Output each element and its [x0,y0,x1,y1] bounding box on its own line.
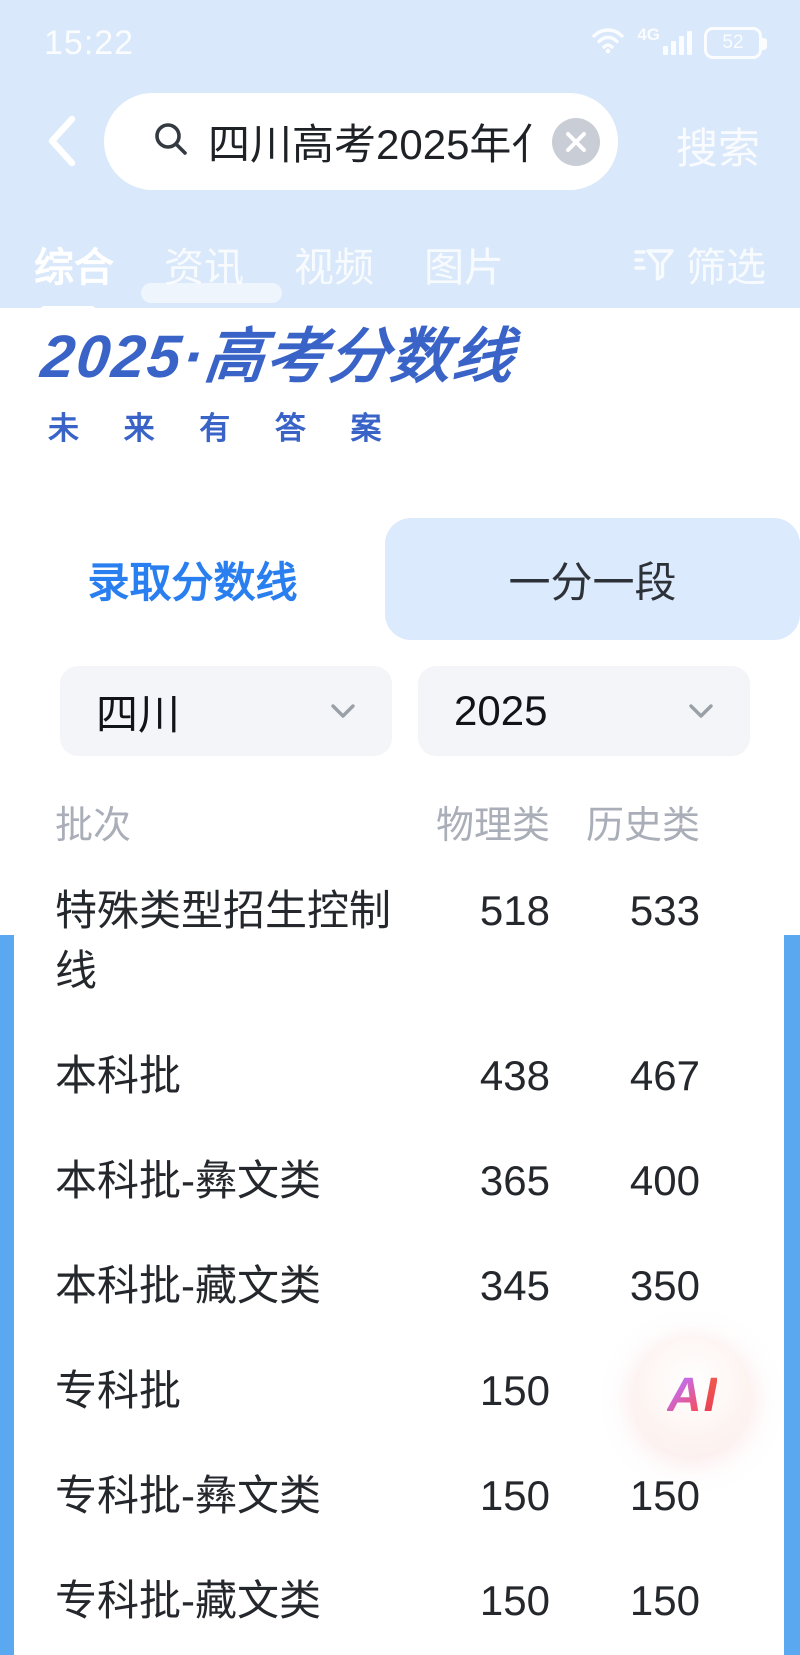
wifi-icon [591,26,625,59]
table-row: 专科批-藏文类 150 150 [0,1571,800,1631]
result-tab-图片[interactable]: 图片 [424,235,504,293]
score-tabs: 录取分数线 一分一段 [0,518,800,640]
cell-history-score: 400 [629,1157,700,1204]
header-batch: 批次 [55,805,132,847]
chevron-left-icon [48,115,76,167]
cell-physics-score: 438 [479,1052,550,1099]
cell-history-score: 350 [629,1262,700,1309]
result-tab-label: 筛选 [686,246,766,290]
result-tabs: 综合 资讯 视频 图片 筛选 [0,224,800,315]
clear-search-button[interactable] [552,117,600,166]
search-input[interactable]: 四川高考2025年亻 [104,93,618,190]
region-select-value: 四川 [96,690,181,738]
chevron-down-icon [689,704,713,718]
result-tab-label: 图片 [424,246,504,290]
year-select-value: 2025 [454,687,548,734]
table-row: 本科批-藏文类 345 350 [0,1256,800,1316]
back-button[interactable] [40,111,84,171]
cell-batch: 本科批-藏文类 [55,1262,321,1309]
right-blue-strip [784,935,800,1655]
chevron-down-icon [331,704,355,718]
cell-physics-score: 345 [479,1262,550,1309]
campaign-logo-title: 2025·高考分数线 [37,323,519,390]
table-body: 特殊类型招生控制线 518 533 本科批 438 467 本科批-彝文类 365 400 本科批… [0,881,800,1631]
battery-icon: 52 [704,26,767,59]
cell-physics-score: 150 [479,1472,550,1519]
ai-logo-letter-a: A [666,1368,702,1422]
close-icon [566,131,586,152]
cell-physics-score: 150 [479,1577,550,1624]
cellular-signal-icon: 4G [637,25,692,55]
cell-history-score: 467 [629,1052,700,1099]
tab-admission-score-line[interactable]: 录取分数线 [87,558,298,606]
table-row: 特殊类型招生控制线 518 533 [0,881,800,1001]
ai-assistant-button[interactable]: A I [632,1335,752,1455]
ai-logo-letter-i: I [703,1368,717,1422]
search-header: 15:22 4G 52 [0,0,800,315]
cell-batch: 专科批 [55,1367,182,1414]
status-bar: 15:22 4G 52 [0,22,800,62]
result-tab-筛选[interactable]: 筛选 [634,235,766,293]
battery-percent: 52 [722,31,744,53]
search-row: 四川高考2025年亻 搜索 [0,93,800,190]
cell-batch: 本科批-彝文类 [55,1157,321,1204]
campaign-logo-subtitle: 未 来 有 答 案 [48,411,400,446]
table-header-row: 批次 物理类 历史类 [0,794,800,849]
gaokao-score-card: 2025·高考分数线 未 来 有 答 案 录取分数线 一分一段 四川 2025 [0,308,800,1655]
search-submit-button[interactable]: 搜索 [675,125,760,172]
result-tab-label: 资讯 [164,246,244,290]
table-row: 专科批-彝文类 150 150 [0,1466,800,1526]
cell-history-score: 150 [629,1577,700,1624]
cell-batch: 专科批-藏文类 [55,1577,321,1624]
table-row: 本科批 438 467 [0,1046,800,1106]
cell-batch: 专科批-彝文类 [55,1472,321,1519]
card-top-handle [141,283,282,303]
year-select[interactable]: 2025 [418,666,750,756]
filter-funnel-icon [634,249,674,281]
filter-selects: 四川 2025 [0,666,800,756]
cell-history-score: 150 [629,1472,700,1519]
cell-history-score: 533 [629,887,700,934]
header-history: 历史类 [585,805,700,847]
cell-physics-score: 365 [479,1157,550,1204]
cell-batch: 特殊类型招生控制线 [55,887,392,994]
table-row: 本科批-彝文类 365 400 [0,1151,800,1211]
table-row: 专科批 150 [0,1361,800,1421]
cell-physics-score: 150 [479,1367,550,1414]
search-query-text: 四川高考2025年亻 [208,121,552,168]
result-tab-资讯[interactable]: 资讯 [164,235,244,293]
header-physics: 物理类 [435,805,550,847]
result-tab-label: 视频 [294,246,374,290]
search-icon [150,118,192,165]
cell-batch: 本科批 [55,1052,182,1099]
result-tab-视频[interactable]: 视频 [294,235,374,293]
region-select[interactable]: 四川 [60,666,392,756]
inactive-tab-background [385,518,800,640]
tab-score-rank-segment[interactable]: 一分一段 [508,558,677,606]
score-table: 批次 物理类 历史类 特殊类型招生控制线 518 533 本科批 438 467 本科批-彝… [0,794,800,1655]
result-tab-综合[interactable]: 综合 [34,235,114,315]
cell-physics-score: 518 [479,887,550,934]
left-blue-strip [0,935,14,1655]
status-time: 15:22 [44,24,135,62]
result-tab-label: 综合 [34,246,114,290]
